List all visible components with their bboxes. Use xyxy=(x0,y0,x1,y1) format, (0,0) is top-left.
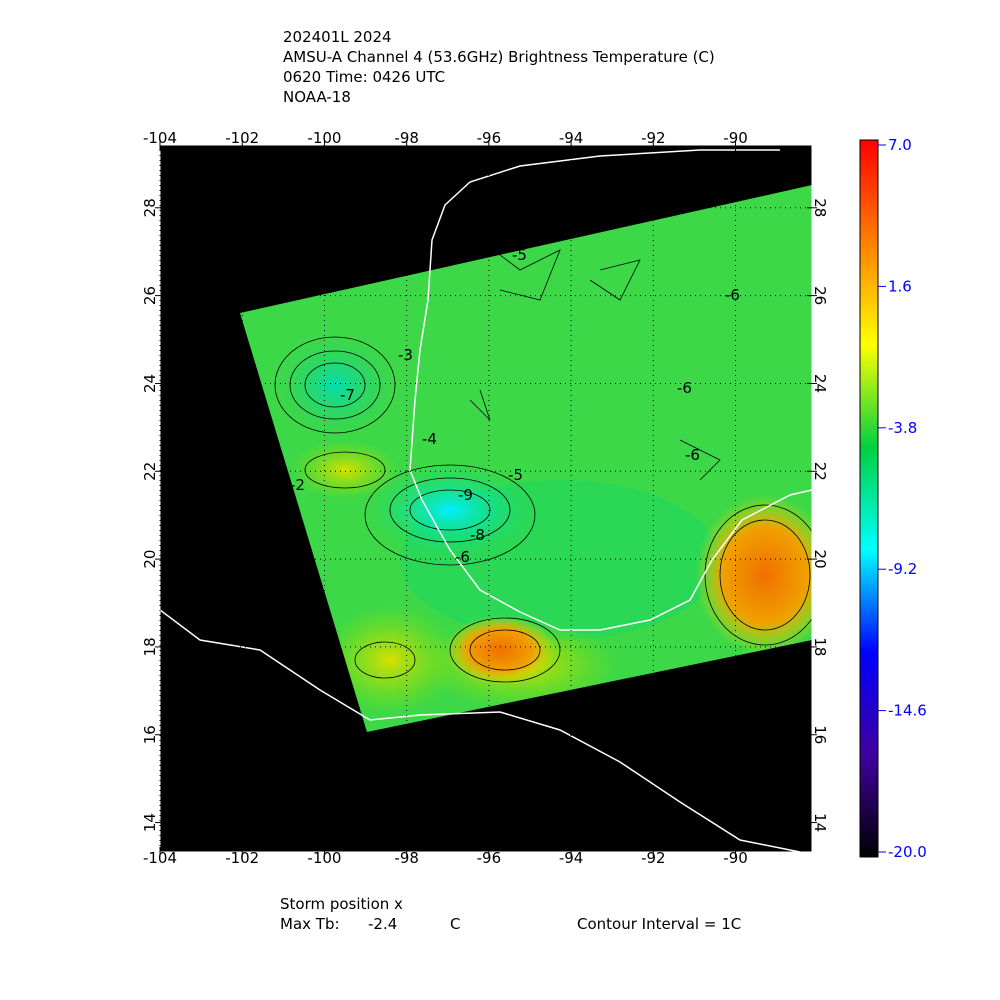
colorbar-tick-label: -3.8 xyxy=(888,419,917,437)
x-tick-label: -102 xyxy=(225,129,259,147)
y-tick-label: 20 xyxy=(811,550,829,569)
y-tick-label: 22 xyxy=(811,462,829,481)
y-tick-label: 24 xyxy=(811,374,829,393)
x-tick-label: -96 xyxy=(477,849,502,867)
colorbar-tick-label: -9.2 xyxy=(888,560,917,578)
x-tick-label: -100 xyxy=(307,129,341,147)
header-line: 202401L 2024 xyxy=(283,28,392,46)
x-tick-label: -96 xyxy=(477,129,502,147)
colorbar-tick-label: -20.0 xyxy=(888,843,927,861)
y-tick-label: 18 xyxy=(811,637,829,656)
x-tick-label: -102 xyxy=(225,849,259,867)
ticks: -104 -104 -102 -102 -100 -100 -98 -98 -96 -96 -94 -… xyxy=(141,129,829,867)
y-tick-label: 28 xyxy=(141,198,159,217)
contour-label: -6 xyxy=(725,286,740,304)
x-tick-label: -90 xyxy=(723,129,748,147)
y-tick-label: 14 xyxy=(811,813,829,832)
y-tick-label: 14 xyxy=(141,813,159,832)
contour-label: -5 xyxy=(508,466,523,484)
header-line: 0620 Time: 0426 UTC xyxy=(283,68,445,86)
colorbar-tick-label: 7.0 xyxy=(888,136,912,154)
contour-interval: Contour Interval = 1C xyxy=(577,915,741,933)
y-tick-label: 28 xyxy=(811,198,829,217)
y-tick-label: 16 xyxy=(811,725,829,744)
contour-label: -6 xyxy=(677,379,692,397)
contour-label: -8 xyxy=(470,526,485,544)
contour-label: -4 xyxy=(422,430,437,448)
x-tick-label: -94 xyxy=(559,849,584,867)
contour-label: -6 xyxy=(455,548,470,566)
y-tick-label: 16 xyxy=(141,725,159,744)
x-tick-label: -104 xyxy=(143,849,177,867)
colorbar-tick-label: -14.6 xyxy=(888,702,927,720)
coastline xyxy=(160,149,812,852)
storm-position: Storm position x xyxy=(280,895,403,913)
header-line: NOAA-18 xyxy=(283,88,351,106)
x-tick-label: -94 xyxy=(559,129,584,147)
y-tick-label: 22 xyxy=(141,462,159,481)
contour-label: -6 xyxy=(685,446,700,464)
contour-label: -3 xyxy=(398,346,413,364)
contour-label: -2 xyxy=(290,476,305,494)
max-tb-label: Max Tb: xyxy=(280,915,340,933)
x-tick-label: -92 xyxy=(641,849,666,867)
contour-label: -5 xyxy=(512,246,527,264)
y-tick-label: 24 xyxy=(141,374,159,393)
max-tb-value: -2.4 xyxy=(368,915,397,933)
colorbar-tick-label: 1.6 xyxy=(888,277,912,295)
contour-label: -9 xyxy=(458,486,473,504)
max-tb-unit: C xyxy=(450,915,460,933)
header-line: AMSU-A Channel 4 (53.6GHz) Brightness Te… xyxy=(283,48,715,66)
y-tick-label: 26 xyxy=(141,286,159,305)
y-tick-label: 18 xyxy=(141,637,159,656)
x-tick-label: -90 xyxy=(723,849,748,867)
plot-frame xyxy=(159,144,813,853)
contour-label: -7 xyxy=(340,386,355,404)
y-tick-label: 26 xyxy=(811,286,829,305)
x-tick-label: -92 xyxy=(641,129,666,147)
colorbar xyxy=(859,139,879,858)
x-tick-label: -98 xyxy=(394,849,419,867)
x-tick-label: -104 xyxy=(143,129,177,147)
x-tick-label: -100 xyxy=(307,849,341,867)
x-tick-label: -98 xyxy=(394,129,419,147)
y-tick-label: 20 xyxy=(141,550,159,569)
